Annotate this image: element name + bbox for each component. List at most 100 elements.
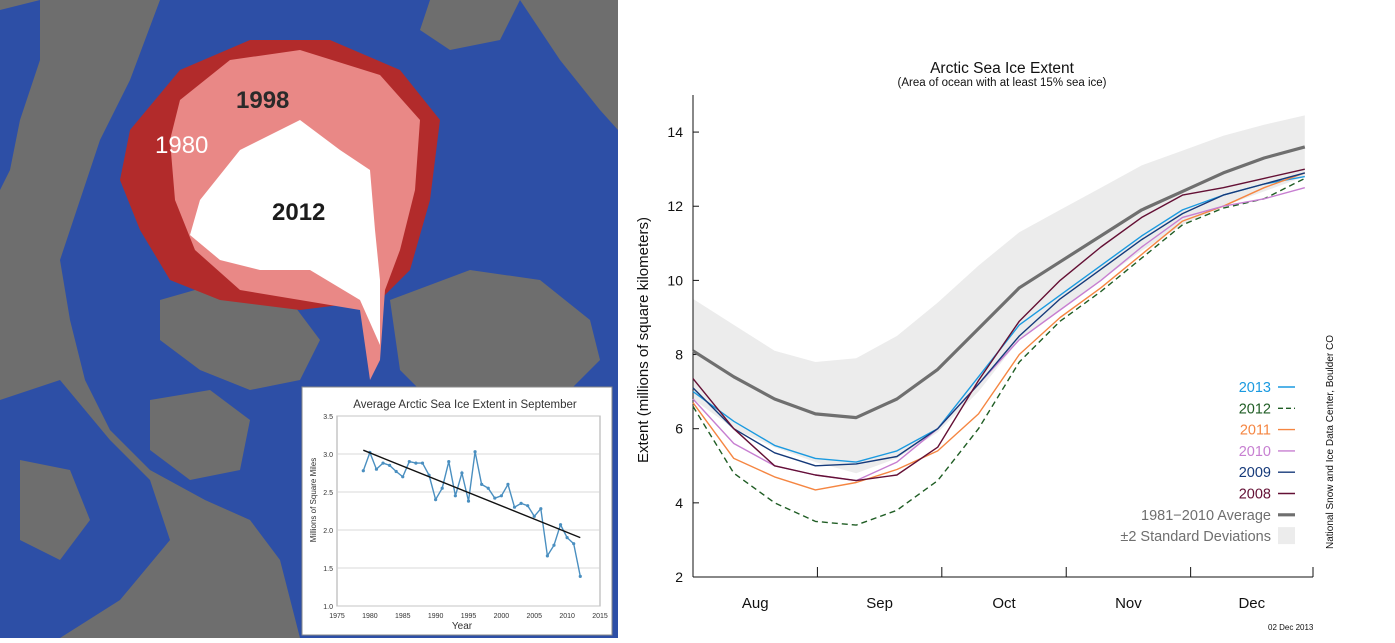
inset-data-point <box>414 461 418 465</box>
inset-data-point <box>519 501 523 505</box>
inset-x-tick: 2010 <box>559 613 575 620</box>
legend-label-2011: 2011 <box>1240 423 1271 439</box>
arctic-ice-map: 1980 1998 2012 Average Arctic Sea Ice Ex… <box>0 0 618 638</box>
label-1998: 1998 <box>236 87 289 114</box>
inset-data-point <box>466 499 471 503</box>
sea-ice-extent-chart-panel: Arctic Sea Ice Extent (Area of ocean wit… <box>618 0 1395 638</box>
inset-y-tick: 1.0 <box>323 604 333 611</box>
chart-title: Arctic Sea Ice Extent <box>930 60 1075 77</box>
inset-x-tick: 2005 <box>526 613 542 620</box>
inset-y-tick: 3.0 <box>323 452 333 459</box>
inset-trend-line <box>363 449 581 539</box>
y-tick-label: 10 <box>667 272 683 288</box>
inset-data-point <box>558 523 563 527</box>
inset-chart: Average Arctic Sea Ice Extent in Septemb… <box>301 386 613 636</box>
legend-label-average: 1981−2010 Average <box>1141 508 1271 524</box>
series-line-average <box>692 145 1306 420</box>
inset-data-point <box>499 494 503 498</box>
inset-data-point <box>420 461 425 465</box>
inset-data-point <box>539 507 543 511</box>
inset-data-point <box>381 461 385 465</box>
series-line-2012 <box>692 177 1306 526</box>
inset-data-point <box>506 482 510 486</box>
x-tick-label: Nov <box>1115 595 1142 612</box>
inset-data-point <box>361 469 365 473</box>
inset-y-tick: 3.5 <box>323 414 333 421</box>
inset-data-point <box>434 498 438 502</box>
ice-extent-2012 <box>190 120 380 345</box>
inset-data-point <box>572 542 576 546</box>
inset-x-tick: 2000 <box>494 613 510 620</box>
legend-label-2013: 2013 <box>1239 380 1271 396</box>
y-tick-label: 6 <box>675 421 683 437</box>
inset-data-point <box>447 460 451 464</box>
label-1980: 1980 <box>155 132 208 159</box>
std-dev-band <box>693 115 1305 474</box>
inset-x-tick: 2015 <box>592 613 608 620</box>
inset-data-point <box>480 482 484 486</box>
legend: 2013 2012 2011 2010 2009 2008 1981−2010 Averag… <box>1120 380 1295 545</box>
inset-data-point <box>486 486 490 490</box>
inset-ylabel: Millions of Square Miles <box>309 458 318 542</box>
inset-data-point <box>388 463 392 467</box>
inset-plot-area: 1.0 1.5 2.0 2.5 3.0 3.5 1975 1980 1985 1990 1995 20… <box>323 414 608 620</box>
inset-data-point <box>453 494 457 498</box>
inset-data-point <box>407 460 411 464</box>
sea-ice-extent-chart: Arctic Sea Ice Extent (Area of ocean wit… <box>635 60 1336 632</box>
inset-x-tick: 1990 <box>428 613 444 620</box>
inset-data-point <box>473 450 477 454</box>
inset-x-tick: 1985 <box>395 613 411 620</box>
inset-data-point <box>440 486 444 490</box>
legend-label-2012: 2012 <box>1239 401 1271 417</box>
inset-data-point <box>578 574 582 578</box>
series-line-2011 <box>692 172 1306 491</box>
inset-data-point <box>401 475 405 479</box>
arctic-map-panel: 1980 1998 2012 Average Arctic Sea Ice Ex… <box>0 0 618 638</box>
inset-y-tick: 2.0 <box>323 528 333 535</box>
y-tick-label: 2 <box>675 569 683 585</box>
x-tick-label: Dec <box>1238 595 1265 612</box>
inset-data-point <box>545 554 550 558</box>
inset-data-point <box>526 504 530 508</box>
inset-data-point <box>394 469 398 474</box>
legend-label-2009: 2009 <box>1239 465 1271 481</box>
legend-label-2008: 2008 <box>1239 487 1271 503</box>
chart-subtitle: (Area of ocean with at least 15% sea ice… <box>897 77 1106 89</box>
inset-data-point <box>493 496 497 500</box>
y-tick-label: 8 <box>675 347 683 363</box>
inset-data-point <box>552 543 556 547</box>
inset-y-tick: 2.5 <box>323 490 333 497</box>
data-credit: National Snow and Ice Data Center, Bould… <box>1325 335 1336 549</box>
legend-label-2010: 2010 <box>1239 444 1271 460</box>
inset-x-tick: 1980 <box>362 613 378 620</box>
inset-y-tick: 1.5 <box>323 566 333 573</box>
inset-x-tick: 1975 <box>329 613 345 620</box>
inset-data-point <box>532 514 536 518</box>
x-tick-label: Sep <box>866 595 893 612</box>
x-tick-label: Aug <box>742 595 769 612</box>
inset-data-point <box>374 467 379 471</box>
legend-swatch-std-dev <box>1278 527 1295 545</box>
inset-data-point <box>565 536 569 540</box>
label-2012: 2012 <box>272 199 325 226</box>
main-plot-area: 2 4 6 8 10 12 14 Aug Sep Oct Nov Dec <box>667 95 1314 612</box>
inset-extent-line <box>362 450 581 577</box>
inset-xlabel: Year <box>452 621 473 632</box>
ocean-left-strip <box>0 0 40 190</box>
northern-coast-land <box>420 0 520 50</box>
inset-data-point <box>512 505 517 509</box>
legend-label-std-dev: ±2 Standard Deviations <box>1120 529 1271 545</box>
y-tick-label: 14 <box>667 124 683 140</box>
inset-x-tick: 1995 <box>461 613 477 620</box>
inset-data-point <box>460 471 464 475</box>
island-land-2 <box>20 460 90 560</box>
y-tick-label: 4 <box>675 495 683 511</box>
series-line-2008 <box>692 168 1305 482</box>
chart-date: 02 Dec 2013 <box>1268 623 1314 632</box>
greenland-land <box>390 270 600 420</box>
series-line-2009 <box>692 172 1305 467</box>
island-land <box>150 390 250 480</box>
inset-title: Average Arctic Sea Ice Extent in Septemb… <box>353 399 577 411</box>
x-tick-label: Oct <box>992 595 1016 612</box>
y-axis-label: Extent (millions of square kilometers) <box>635 217 652 463</box>
